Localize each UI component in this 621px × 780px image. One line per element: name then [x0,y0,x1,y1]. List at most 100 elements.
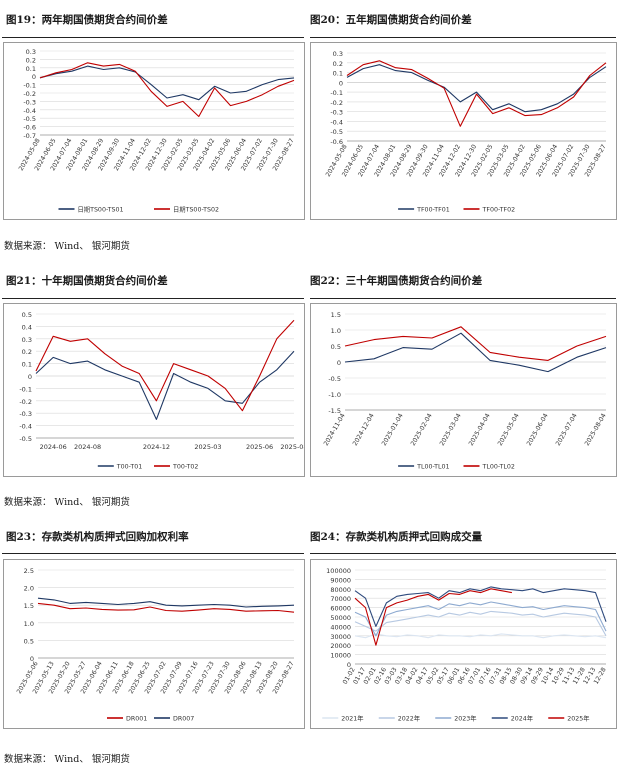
line-chart: 0.5 0.4 0.3 0.2 0.1 0 -0.1 -0.2 -0.3 -0.4 -0.5 2024… [19,311,304,471]
chart-title-22: 图22：三十年期国债期货合约间价差 [310,275,483,287]
title-rule [310,298,616,299]
y-tick-label: -0.1 [19,385,32,393]
title-rule [2,553,304,554]
y-tick-label: 1.0 [331,327,341,335]
y-tick-label: 0.4 [22,323,32,331]
y-tick-label: 30000 [330,633,351,641]
chart-panel-23: 2.5 2.0 1.5 1.0 0.5 0 2025-05-06 2025-05-13 2025… [3,559,305,729]
chart-title-19: 图19：两年期国债期货合约间价差 [6,14,168,26]
y-tick-label: 0.1 [333,70,343,78]
y-tick-label: 0.1 [22,361,32,369]
y-tick-label: 1.5 [24,602,34,610]
y-tick-label: -0.3 [19,410,32,418]
y-tick-label: 0.5 [24,637,34,645]
x-tick-label: 2024-11-04 [323,412,347,447]
x-tick-label: 2025-04-04 [468,412,492,447]
series-line [344,332,607,373]
legend-label: 2025年 [567,714,589,723]
data-source-note: 数据来源： Wind、 银河期货 [4,241,130,252]
chart-panel-19: 0.3 0.2 0.1 0 -0.1 -0.2 -0.3 -0.4 -0.5 -0.6 -0.7 20… [3,42,305,220]
chart-panel-21: 0.5 0.4 0.3 0.2 0.1 0 -0.1 -0.2 -0.3 -0.4 -0.5 2024… [3,303,305,477]
series-line [37,597,295,608]
y-tick-label: 2.0 [24,585,34,593]
series-line [344,326,607,361]
chart-title-23: 图23：存款类机构质押式回购加权利率 [6,531,189,543]
y-tick-label: 0.1 [26,65,36,73]
series-line [37,602,295,613]
y-tick-label: 40000 [330,623,351,631]
x-tick-label: 2025-03 [194,443,221,451]
legend-label: 日期TS00-TS01 [78,206,124,214]
y-tick-label: 0.2 [26,56,36,64]
title-rule [310,37,616,38]
y-tick-label: -0.2 [330,99,343,107]
y-tick-label: 70000 [330,595,351,603]
chart-title-20: 图20：五年期国债期货合约间价差 [310,14,472,26]
y-tick-label: -0.4 [23,107,36,115]
title-rule [2,298,304,299]
y-tick-label: -0.6 [23,124,36,132]
y-tick-label: -0.4 [19,423,32,431]
y-tick-label: 60000 [330,605,351,613]
y-tick-label: 10000 [330,652,351,660]
x-tick-label: 2025-02-04 [410,412,434,447]
x-tick-label: 2025-08-04 [584,412,608,447]
chart-title-24: 图24：存款类机构质押式回购成交量 [310,531,483,543]
y-tick-label: 2.5 [24,567,34,575]
y-tick-label: -0.1 [23,82,36,90]
y-tick-label: -0.5 [23,115,36,123]
y-tick-label: 50000 [330,614,351,622]
series-line [346,60,607,127]
y-tick-label: 90000 [330,576,351,584]
y-tick-label: -0.2 [23,90,36,98]
legend-label: 2022年 [398,714,420,723]
series-line [354,586,607,627]
x-tick-label: 2025-06-04 [526,412,550,447]
line-chart: 2.52.01.51.00.502025-05-062025-05-132025… [16,567,296,723]
chart-title-21: 图21：十年期国债期货合约间价差 [6,275,168,287]
legend-label: 2024年 [511,714,533,723]
legend-label: TF00-TF02 [482,207,516,214]
y-tick-label: -1.5 [328,407,341,415]
y-tick-label: 0.2 [22,348,32,356]
x-tick-label: 2024-12-04 [352,412,376,447]
title-rule [2,37,304,38]
y-tick-label: 0 [30,655,34,663]
y-tick-label: -0.2 [19,398,32,406]
y-tick-label: -0.5 [19,435,32,443]
y-tick-label: 0.5 [331,343,341,351]
y-tick-label: 0 [337,359,341,367]
y-tick-label: -1.0 [328,391,341,399]
legend-label: TF00-TF01 [416,207,450,214]
y-tick-label: -0.3 [330,109,343,117]
series-line [35,319,295,412]
legend-label: DR001 [126,716,147,723]
y-tick-label: 0.3 [333,50,343,58]
x-tick-label: 2025-06 [246,443,273,451]
chart-panel-20: 0.3 0.2 0.1 0 -0.1 -0.2 -0.3 -0.4 -0.5 -0.6 2024-0… [310,42,617,220]
y-tick-label: -0.7 [23,132,36,140]
legend-label: T00-T01 [116,464,142,471]
y-tick-label: -0.6 [330,138,343,146]
series-line [354,588,512,646]
legend-label: 2023年 [454,714,476,723]
chart-panel-22: 1.5 1.0 0.5 0 -0.5 -1.0 -1.5 2024-11-04 2024-12-… [310,303,617,477]
legend-label: 日期TS00-TS02 [173,206,219,214]
y-tick-label: 1.5 [331,311,341,319]
y-tick-label: 100000 [326,567,351,575]
x-tick-label: 2024-08 [74,443,101,451]
series-line [354,610,607,637]
series-line [39,62,295,118]
legend-label: T00-T02 [172,464,198,471]
y-tick-label: -0.1 [330,89,343,97]
line-chart: 1000009000080000700006000050000400003000… [322,567,608,723]
line-chart: 0.30.20.10-0.1-0.2-0.3-0.4-0.5-0.62024-0… [325,50,608,214]
y-tick-label: 1.0 [24,620,34,628]
x-tick-label: 2025-08 [280,443,304,451]
y-tick-label: 0 [32,73,36,81]
y-tick-label: -0.5 [328,375,341,383]
line-chart: 0.30.20.10-0.1-0.2-0.3-0.4-0.5-0.6-0.720… [18,48,296,214]
x-tick-label: 2024-06 [40,443,67,451]
y-tick-label: 20000 [330,642,351,650]
